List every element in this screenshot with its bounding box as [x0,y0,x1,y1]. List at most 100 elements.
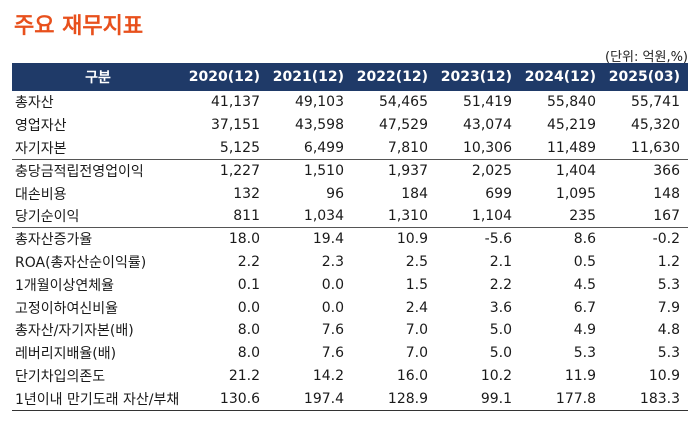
row-label: 1년이내 만기도래 자산/부채 [12,387,184,411]
table-cell: 0.1 [237,276,260,293]
table-cell: 8.0 [237,345,260,362]
table-cell: 0.5 [573,253,596,270]
table-cell: 14.2 [312,367,344,384]
table-cell: 7.9 [657,299,680,316]
table-cell: 1,510 [268,158,352,183]
row-label: 단기차입의존도 [15,368,106,385]
row-label: 총자산증가율 [12,227,184,251]
table-cell: 5.3 [657,276,680,293]
table-cell: 19.4 [268,227,352,251]
table-cell: 10.9 [648,367,680,384]
table-cell: 43,598 [295,117,344,134]
table-row: 1개월이상연체율 0.1 0.0 1.5 2.2 4.5 5.3 [12,273,688,296]
table-cell: 2.5 [405,253,428,270]
row-label: 충당금적립전영업이익 [12,158,184,183]
table-cell: 55,840 [547,94,596,111]
table-cell: 1,227 [184,158,268,183]
table-cell: 11.9 [564,367,596,384]
header-cell: 2020(12) [184,63,268,91]
table-cell: 11,630 [631,139,680,156]
table-cell: 21.2 [228,367,260,384]
table-cell: 7.0 [405,345,428,362]
table-cell: 10,306 [463,139,512,156]
table-cell: 1,937 [352,158,436,183]
row-label: 레버리지배율(배) [15,346,117,363]
table-cell: 167 [653,208,680,225]
table-cell: 4.5 [573,276,596,293]
table-cell: 366 [604,158,688,183]
table-cell: 37,151 [211,117,260,134]
table-cell: 235 [569,208,596,225]
table-row: 고정이하여신비율 0.0 0.0 2.4 3.6 6.7 7.9 [12,296,688,319]
table-cell: 16.0 [396,367,428,384]
table-row: 총자산 41,137 49,103 54,465 51,419 55,840 5… [12,91,688,114]
table-cell: 1,404 [520,158,604,183]
table-cell: 1,310 [387,208,428,225]
table-cell: -5.6 [436,227,520,251]
table-cell: 177.8 [520,387,604,411]
table-cell: 10.9 [352,227,436,251]
table-row: 총자산/자기자본(배) 8.0 7.6 7.0 5.0 4.9 4.8 [12,319,688,342]
table-cell: 4.8 [657,322,680,339]
table-cell: 2.2 [489,276,512,293]
table-cell: 184 [401,185,428,202]
page-title: 주요 재무지표 [14,14,144,39]
table-cell: 1.2 [657,253,680,270]
header-cell: 2023(12) [436,63,520,91]
table-cell: 7.6 [321,345,344,362]
table-header-row: 구분 2020(12) 2021(12) 2022(12) 2023(12) 2… [12,63,688,91]
row-label: 총자산 [15,95,54,112]
row-label: 1개월이상연체율 [15,277,115,294]
table-row: 충당금적립전영업이익 1,227 1,510 1,937 2,025 1,404… [12,158,688,183]
table-cell: 5.0 [489,345,512,362]
header-cell: 2024(12) [520,63,604,91]
table-cell: 7,810 [387,139,428,156]
table-cell: 0.0 [237,299,260,316]
table-row: 단기차입의존도 21.2 14.2 16.0 10.2 11.9 10.9 [12,365,688,388]
table-cell: 197.4 [268,387,352,411]
table-cell: 4.9 [573,322,596,339]
table-cell: 11,489 [547,139,596,156]
table-cell: 8.6 [520,227,604,251]
table-cell: 1,034 [303,208,344,225]
table-cell: 2.2 [237,253,260,270]
table-cell: 2,025 [436,158,520,183]
table-cell: 45,219 [547,117,596,134]
table-cell: 55,741 [631,94,680,111]
table-cell: 51,419 [463,94,512,111]
row-label: 고정이하여신비율 [15,300,119,317]
row-label: 총자산/자기자본(배) [15,323,134,340]
table-cell: 6,499 [303,139,344,156]
row-label: 대손비용 [15,186,67,203]
table-cell: 0.0 [321,276,344,293]
table-cell: 45,320 [631,117,680,134]
row-label: 당기순이익 [15,209,80,226]
table-cell: 10.2 [480,367,512,384]
table-cell: 183.3 [604,387,688,411]
table-row: 자기자본 5,125 6,499 7,810 10,306 11,489 11,… [12,137,688,160]
table-cell: 49,103 [295,94,344,111]
table-cell: -0.2 [604,227,688,251]
table-cell: 47,529 [379,117,428,134]
unit-label: (단위: 억원,%) [605,50,688,65]
table-row: 총자산증가율 18.0 19.4 10.9 -5.6 8.6 -0.2 [12,227,688,251]
header-cell: 구분 [12,63,184,91]
table-cell: 43,074 [463,117,512,134]
table-cell: 148 [653,185,680,202]
table-cell: 5.3 [657,345,680,362]
table-cell: 1.5 [405,276,428,293]
table-cell: 96 [326,185,344,202]
table-cell: 128.9 [352,387,436,411]
header-cell: 2022(12) [352,63,436,91]
row-label: 영업자산 [15,118,67,135]
table-row: 대손비용 132 96 184 699 1,095 148 [12,182,688,205]
table-cell: 8.0 [237,322,260,339]
table-cell: 6.7 [573,299,596,316]
table-cell: 2.1 [489,253,512,270]
header-cell: 2021(12) [268,63,352,91]
table-cell: 132 [233,185,260,202]
table-cell: 7.0 [405,322,428,339]
table-cell: 699 [485,185,512,202]
table-cell: 5,125 [219,139,260,156]
table-cell: 2.3 [321,253,344,270]
